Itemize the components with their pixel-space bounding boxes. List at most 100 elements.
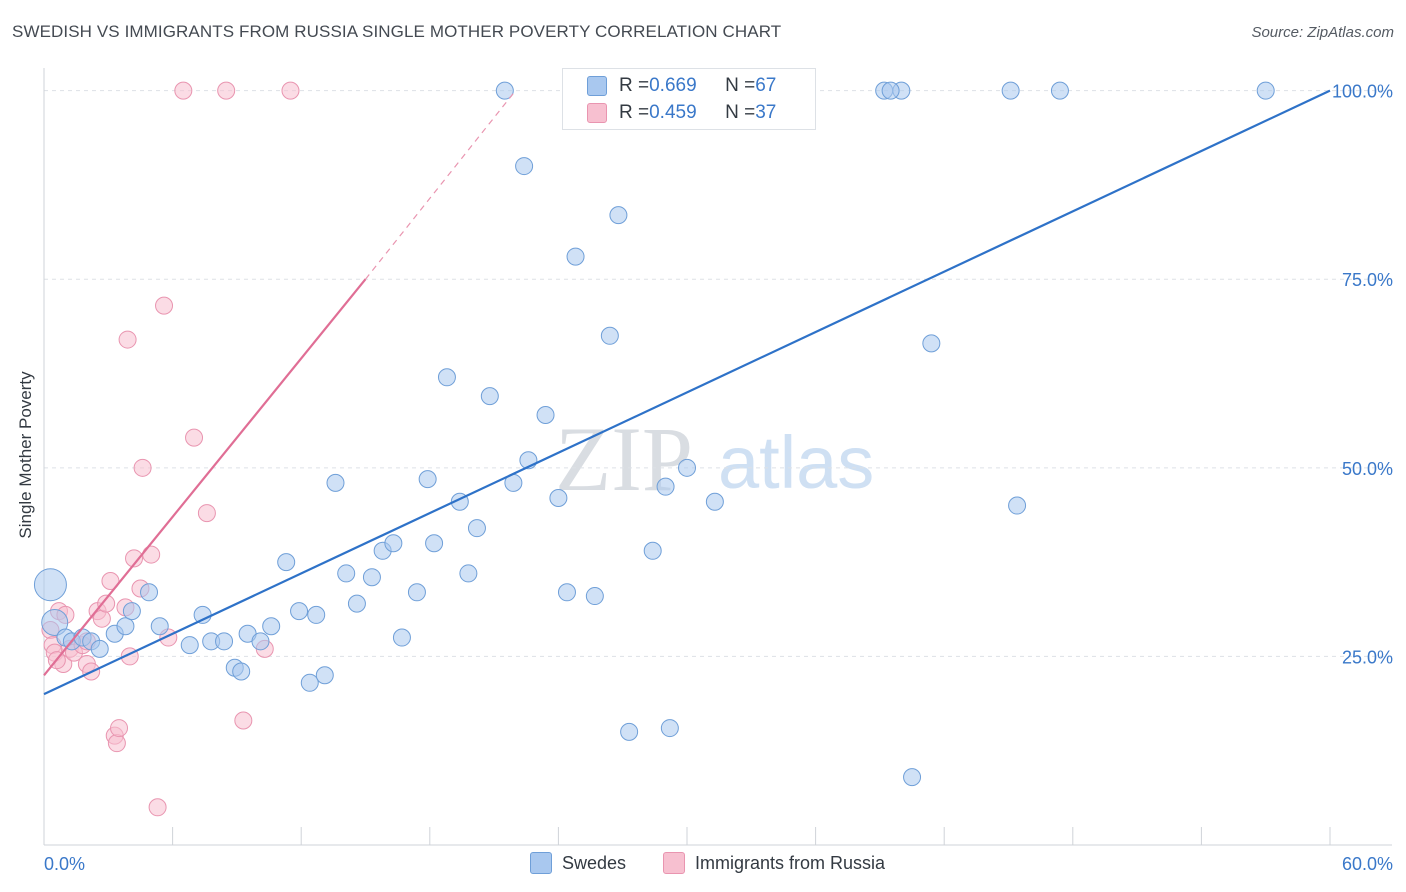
swedes-point [326, 473, 345, 492]
russia-point [125, 549, 144, 568]
swedes-point [425, 534, 444, 553]
swedes-point [678, 458, 696, 477]
stats-n-value: 67 [755, 75, 777, 96]
swedes-point [922, 334, 941, 353]
stats-r-value: 0.459 [649, 102, 697, 123]
russia-point [97, 594, 116, 613]
swedes-point [418, 470, 437, 489]
source-label: Source: ZipAtlas.com [1251, 24, 1394, 41]
y-tick-label: 75.0% [1342, 270, 1393, 290]
swedes-point [392, 628, 411, 647]
swedes-point [515, 157, 534, 176]
legend-label-russia: Immigrants from Russia [695, 852, 886, 873]
swedes-point [232, 662, 251, 681]
legend-swatch-swedes [530, 852, 552, 874]
trendline-swedes [43, 89, 1331, 696]
stats-row-russia: R = 0.459 N = 37 [587, 100, 776, 126]
watermark-atlas: atlas [718, 421, 874, 504]
stats-legend-box: R = 0.669 N = 67 R = 0.459 N = 37 [562, 68, 816, 130]
swedes-point [315, 666, 334, 685]
legend-item-swedes: Swedes [530, 852, 626, 874]
russia-point [217, 81, 236, 100]
swedes-point [33, 568, 67, 602]
swedes-points [33, 81, 1275, 787]
swedes-point [643, 541, 662, 560]
stats-row-swedes: R = 0.669 N = 67 [587, 73, 776, 99]
swedes-point [90, 639, 109, 658]
stats-swatch-swedes [587, 76, 607, 96]
russia-point [133, 458, 152, 477]
swedes-point [437, 368, 456, 387]
swedes-point [122, 602, 141, 621]
swedes-point [140, 583, 159, 602]
swedes-point [1008, 496, 1027, 515]
stats-r-label: R = [619, 75, 650, 96]
russia-point [197, 504, 216, 523]
swedes-point [903, 768, 922, 787]
swedes-point [467, 519, 486, 538]
swedes-point [495, 81, 514, 100]
stats-swatch-russia [587, 103, 607, 123]
swedes-point [1001, 81, 1020, 100]
russia-point [110, 719, 129, 738]
swedes-point [277, 553, 296, 572]
swedes-point [347, 594, 366, 613]
chart-title: SWEDISH VS IMMIGRANTS FROM RUSSIA SINGLE… [12, 22, 782, 41]
swedes-point [609, 206, 628, 225]
x-tick-label: 60.0% [1342, 854, 1393, 874]
swedes-point [705, 492, 724, 511]
swedes-point [116, 617, 135, 636]
russia-point [101, 571, 120, 590]
swedes-point [300, 673, 319, 692]
watermark-zip: ZIP [555, 408, 693, 510]
swedes-point [566, 247, 585, 266]
russia-point [148, 798, 167, 817]
swedes-point [362, 568, 381, 587]
swedes-point [549, 488, 568, 507]
swedes-point [881, 81, 900, 100]
russia-points [41, 81, 300, 817]
swedes-point [620, 722, 639, 741]
russia-point [155, 296, 174, 315]
russia-point [174, 81, 193, 100]
russia-point [107, 734, 126, 753]
legend-swatch-russia [663, 852, 685, 874]
swedes-point [337, 564, 356, 583]
stats-r-label: R = [619, 102, 650, 123]
swedes-point [1050, 81, 1069, 100]
stats-n-value: 37 [755, 102, 777, 123]
swedes-point [1256, 81, 1275, 100]
swedes-point [251, 632, 270, 651]
swedes-point [660, 719, 679, 738]
swedes-point [307, 605, 326, 624]
russia-point [185, 428, 204, 447]
russia-point [281, 81, 300, 100]
swedes-point [290, 602, 309, 621]
swedes-point [150, 617, 169, 636]
y-tick-label: 100.0% [1332, 82, 1393, 102]
swedes-point [180, 636, 199, 655]
stats-r-value: 0.669 [649, 75, 697, 96]
swedes-point [41, 608, 69, 636]
swedes-point [656, 477, 675, 496]
swedes-point [585, 587, 604, 606]
swedes-point [557, 583, 576, 602]
russia-point [118, 330, 137, 349]
swedes-point [407, 583, 426, 602]
y-tick-label: 25.0% [1342, 647, 1393, 667]
swedes-point [480, 387, 499, 406]
y-tick-label: 50.0% [1342, 459, 1393, 479]
swedes-point [215, 632, 234, 651]
russia-point [234, 711, 253, 730]
stats-n-label: N = [725, 102, 756, 123]
trendline-russia [43, 278, 367, 676]
swedes-point [384, 534, 403, 553]
legend-item-russia: Immigrants from Russia [663, 852, 885, 874]
russia-point [142, 545, 161, 564]
stats-n-label: N = [725, 75, 756, 96]
swedes-point [459, 564, 478, 583]
swedes-point [536, 406, 555, 425]
legend-label-swedes: Swedes [562, 852, 627, 873]
swedes-point [262, 617, 281, 636]
